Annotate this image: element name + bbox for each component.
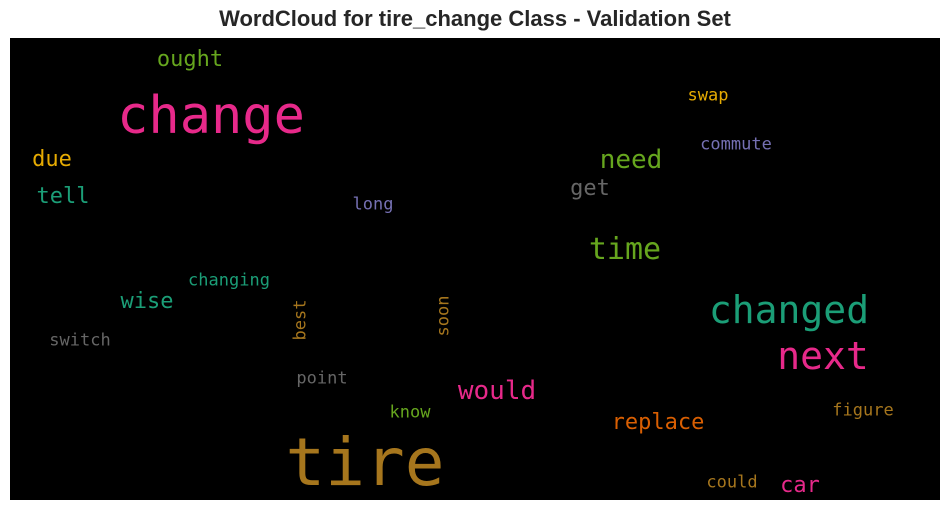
word-switch: switch xyxy=(49,330,111,351)
word-time: time xyxy=(588,232,662,267)
word-changing: changing xyxy=(188,270,270,291)
word-changed: changed xyxy=(708,288,870,332)
word-wise: wise xyxy=(120,289,174,314)
word-car: car xyxy=(780,473,820,498)
word-need: need xyxy=(599,145,663,175)
word-know: know xyxy=(389,402,431,423)
word-get: get xyxy=(570,176,610,201)
word-swap: swap xyxy=(687,85,729,106)
word-replace: replace xyxy=(611,410,705,435)
word-due: due xyxy=(32,147,72,172)
word-could: could xyxy=(706,472,758,493)
word-long: long xyxy=(352,194,394,215)
word-tire: tire xyxy=(285,424,445,500)
word-change: change xyxy=(117,86,305,146)
word-figure: figure xyxy=(832,400,894,421)
word-ought: ought xyxy=(156,47,224,72)
word-tell: tell xyxy=(36,184,90,209)
word-next: next xyxy=(777,334,869,378)
chart-title: WordCloud for tire_change Class - Valida… xyxy=(219,6,731,31)
wordcloud-canvas: tire change changed next time need would replac… xyxy=(10,38,940,500)
word-point: point xyxy=(296,368,348,389)
word-commute: commute xyxy=(700,134,772,155)
word-best: best xyxy=(290,299,311,341)
word-would: would xyxy=(457,376,537,406)
word-soon: soon xyxy=(433,295,454,337)
